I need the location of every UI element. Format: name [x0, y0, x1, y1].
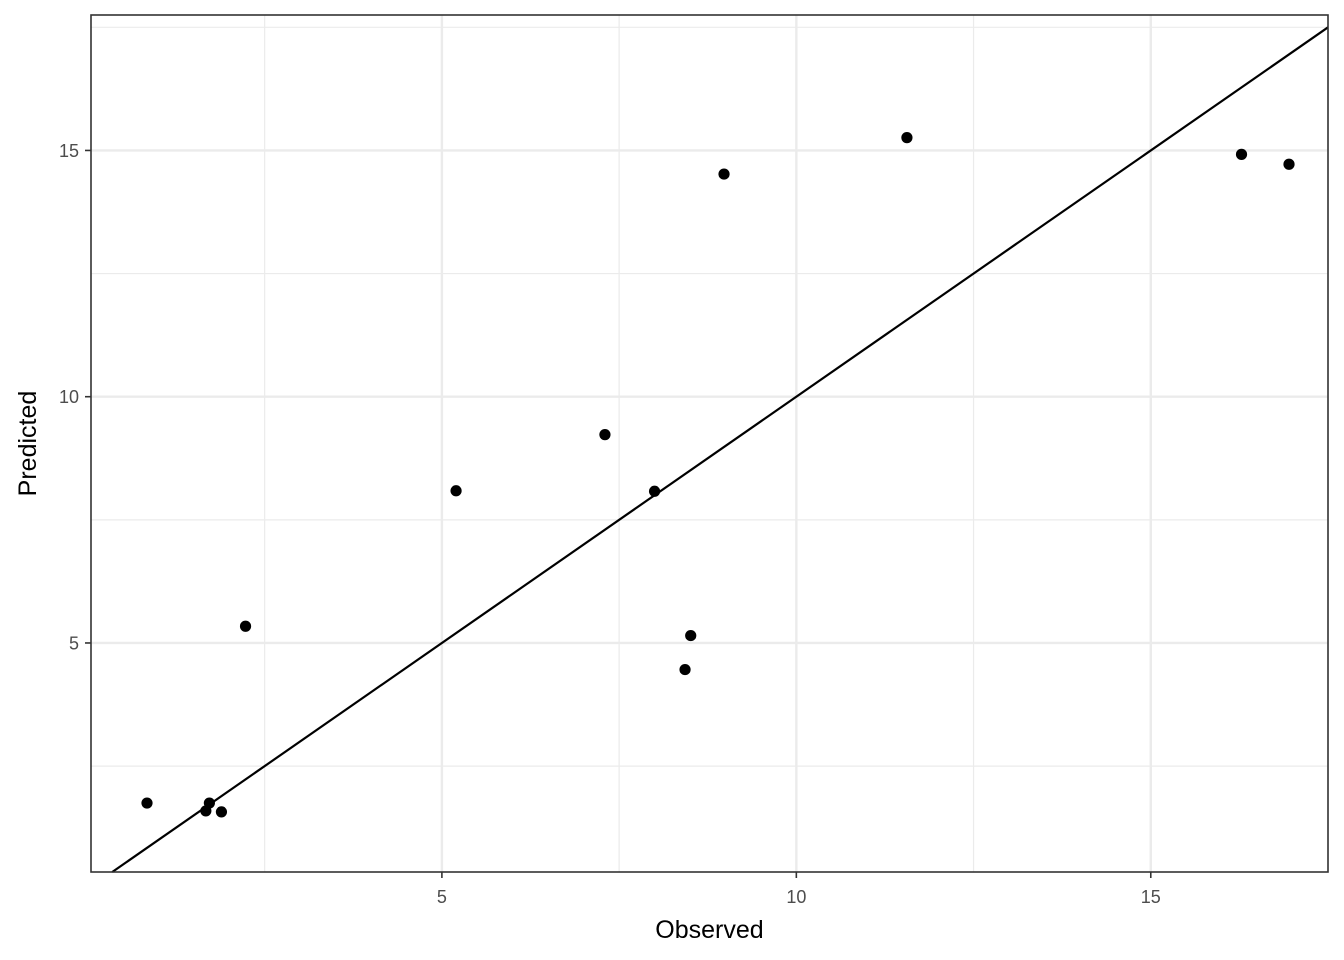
identity-reference-line: [111, 26, 1329, 873]
data-point: [1235, 148, 1248, 160]
panel-border: [90, 14, 1329, 873]
data-point: [599, 429, 611, 441]
x-axis-title: Observed: [655, 916, 763, 944]
data-point: [685, 629, 697, 642]
data-point: [141, 797, 153, 809]
x-tick-label: 5: [437, 887, 447, 907]
data-point: [450, 485, 462, 497]
y-tick-label: 5: [69, 633, 79, 653]
data-point: [679, 663, 691, 676]
data-point: [718, 168, 730, 180]
x-axis-ticks: 5 10 15: [437, 872, 1161, 907]
data-point: [1283, 158, 1295, 170]
minor-gridlines: [91, 15, 1329, 872]
y-axis-ticks: 5 10 15: [59, 141, 91, 653]
x-tick-label: 15: [1141, 887, 1161, 907]
data-point: [648, 485, 661, 497]
data-point: [239, 620, 252, 632]
data-point: [901, 132, 913, 144]
y-axis-title: Predicted: [14, 391, 42, 497]
x-tick-label: 10: [786, 887, 806, 907]
y-tick-label: 15: [59, 141, 79, 161]
major-gridlines: [91, 15, 1328, 872]
y-tick-label: 10: [59, 387, 79, 407]
data-point: [215, 806, 228, 818]
data-point: [203, 797, 215, 809]
data-points: [141, 132, 1295, 818]
